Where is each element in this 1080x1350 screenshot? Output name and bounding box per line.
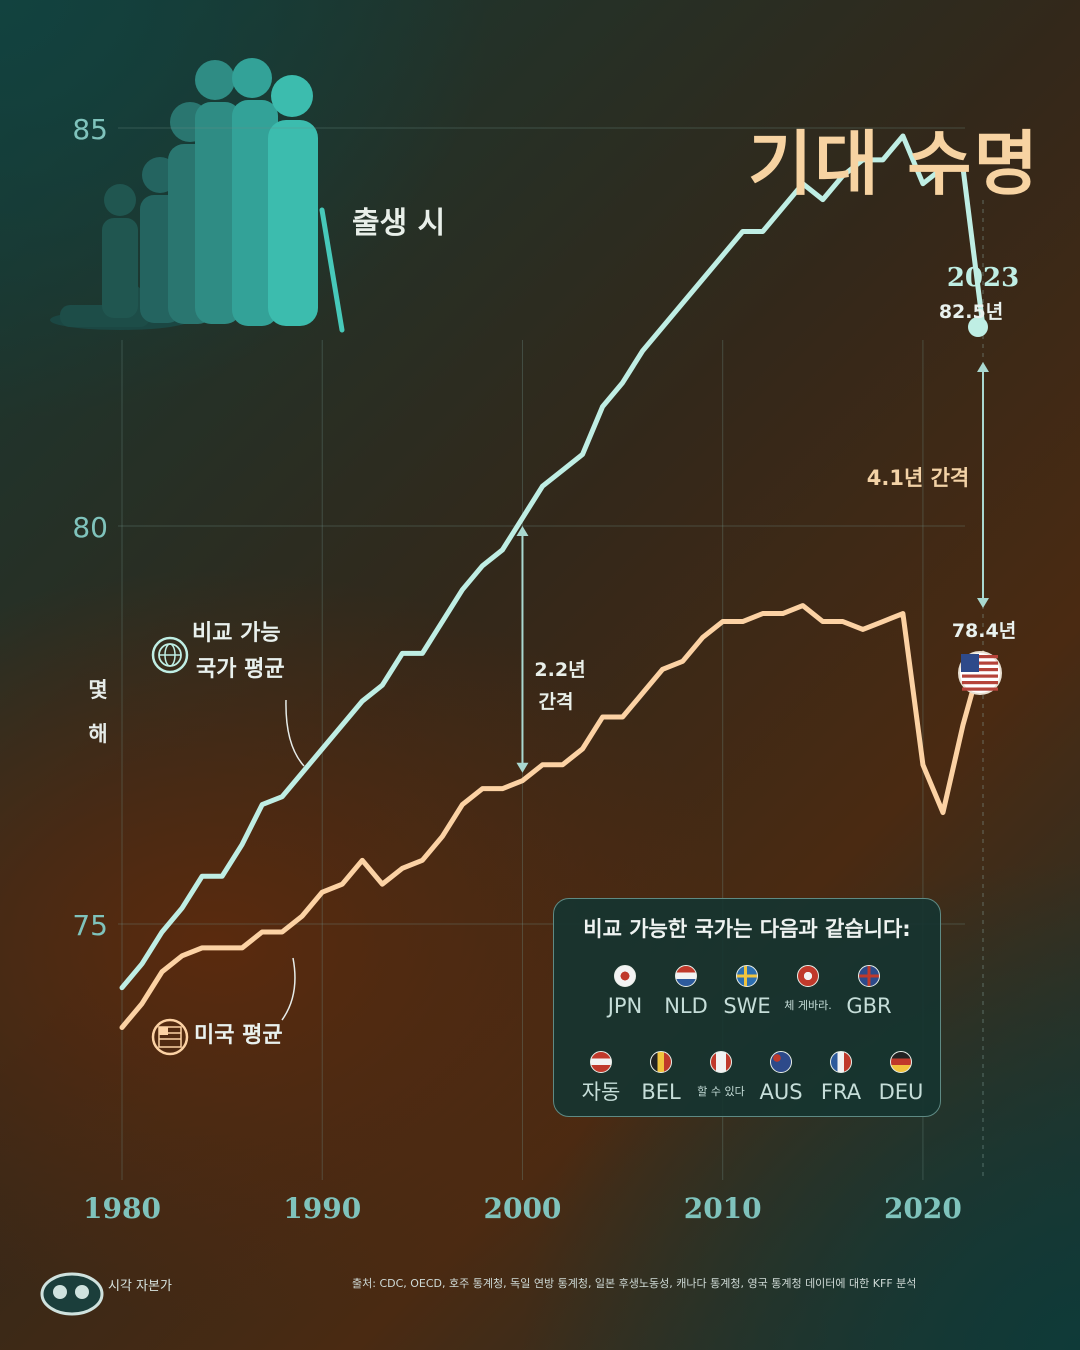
value-label-comparable: 82.5년 — [939, 301, 1003, 323]
source-note: 출처: CDC, OECD, 호주 통계청, 독일 연방 통계청, 일본 후생노… — [352, 1277, 917, 1290]
country-code: 자동 — [581, 1080, 621, 1104]
chart-title: 기대 수명 — [748, 123, 1040, 205]
country-code: 할 수 있다 — [697, 1085, 745, 1098]
country-code: BEL — [641, 1080, 681, 1104]
country-item: 자동 — [570, 1051, 632, 1105]
chart-subtitle: 출생 시 — [352, 206, 446, 241]
legend-comparable-line1: 비교 가능 — [192, 621, 281, 646]
country-code: FRA — [820, 1080, 862, 1104]
countries-box-title: 비교 가능한 국가는 다음과 같습니다: — [583, 917, 911, 941]
gbr-flag-icon — [858, 965, 880, 987]
country-item: GBR — [838, 965, 900, 1019]
gap-label-2000-value: 2.2년 — [534, 659, 585, 681]
gap-arrow-2023 — [977, 362, 989, 608]
legend-comparable: 비교 가능 국가 평균 — [192, 616, 285, 688]
y-tick-label: 80 — [72, 511, 108, 544]
country-item: NLD — [655, 965, 717, 1019]
brand-name: 시각 자본가 — [108, 1279, 172, 1294]
country-item: DEU — [870, 1051, 932, 1105]
country-item: BEL — [630, 1051, 692, 1105]
bel-flag-icon — [650, 1051, 672, 1073]
country-item: 할 수 있다 — [690, 1051, 752, 1105]
x-tick-label: 1990 — [283, 1192, 361, 1225]
country-code: AUS — [759, 1080, 803, 1104]
country-code: GBR — [846, 994, 892, 1018]
x-tick-label: 2020 — [884, 1192, 962, 1225]
brand-logo-icon — [40, 1268, 104, 1320]
us-flag-marker-icon — [958, 651, 1002, 695]
x-tick-labels: 1980 1990 2000 2010 2020 — [83, 1192, 962, 1225]
y-axis-label: 몇 해 — [86, 668, 110, 756]
people-silhouette-icon — [50, 58, 345, 333]
gap-arrows — [516, 362, 989, 773]
x-tick-label: 1980 — [83, 1192, 161, 1225]
jpn-flag-icon — [614, 965, 636, 987]
fra-flag-icon — [830, 1051, 852, 1073]
country-item: 체 게바라. — [777, 965, 839, 1019]
country-code: NLD — [664, 994, 708, 1018]
countries-box: 비교 가능한 국가는 다음과 같습니다: JPN NLD SWE 체 게바라. GBR 자… — [553, 898, 941, 1117]
gap-arrow-2000 — [516, 526, 529, 773]
che-flag-icon — [797, 965, 819, 987]
legend-arrow-us — [281, 957, 296, 1021]
country-code: DEU — [878, 1080, 924, 1104]
swe-flag-icon — [736, 965, 758, 987]
aut-flag-icon — [590, 1051, 612, 1073]
legend-arrow-comparable — [285, 699, 305, 767]
y-tick-label: 85 — [72, 113, 108, 146]
country-item: FRA — [810, 1051, 872, 1105]
x-tick-label: 2010 — [684, 1192, 762, 1225]
end-marker-comparable — [968, 317, 988, 337]
y-tick-label: 75 — [72, 909, 108, 942]
legend-us: 미국 평균 — [194, 1023, 283, 1048]
can-flag-icon — [710, 1051, 732, 1073]
country-item: AUS — [750, 1051, 812, 1105]
series-line-us — [119, 603, 986, 1030]
value-label-us: 78.4년 — [952, 620, 1016, 642]
country-code: JPN — [607, 994, 643, 1018]
country-code: 체 게바라. — [784, 999, 832, 1012]
y-axis-label-line1: 몇 — [88, 678, 108, 702]
x-tick-label: 2000 — [483, 1192, 561, 1225]
deu-flag-icon — [890, 1051, 912, 1073]
series-line-comparable — [119, 133, 986, 991]
gap-label-2000-word: 간격 — [539, 691, 574, 713]
globe-icon — [151, 636, 189, 674]
y-axis-label-line2: 해 — [88, 722, 108, 746]
year-2023-label: 2023 — [947, 263, 1019, 293]
gap-label-2023: 4.1년 간격 — [867, 466, 969, 490]
nld-flag-icon — [675, 965, 697, 987]
y-tick-labels: 75 80 85 — [72, 113, 108, 942]
country-item: SWE — [716, 965, 778, 1019]
series-lines — [119, 133, 986, 1030]
end-markers — [958, 317, 1002, 695]
country-item: JPN — [594, 965, 656, 1019]
us-flag-icon — [151, 1018, 189, 1056]
country-code: SWE — [723, 994, 771, 1018]
aus-flag-icon — [770, 1051, 792, 1073]
legend-comparable-line2: 국가 평균 — [196, 657, 285, 682]
